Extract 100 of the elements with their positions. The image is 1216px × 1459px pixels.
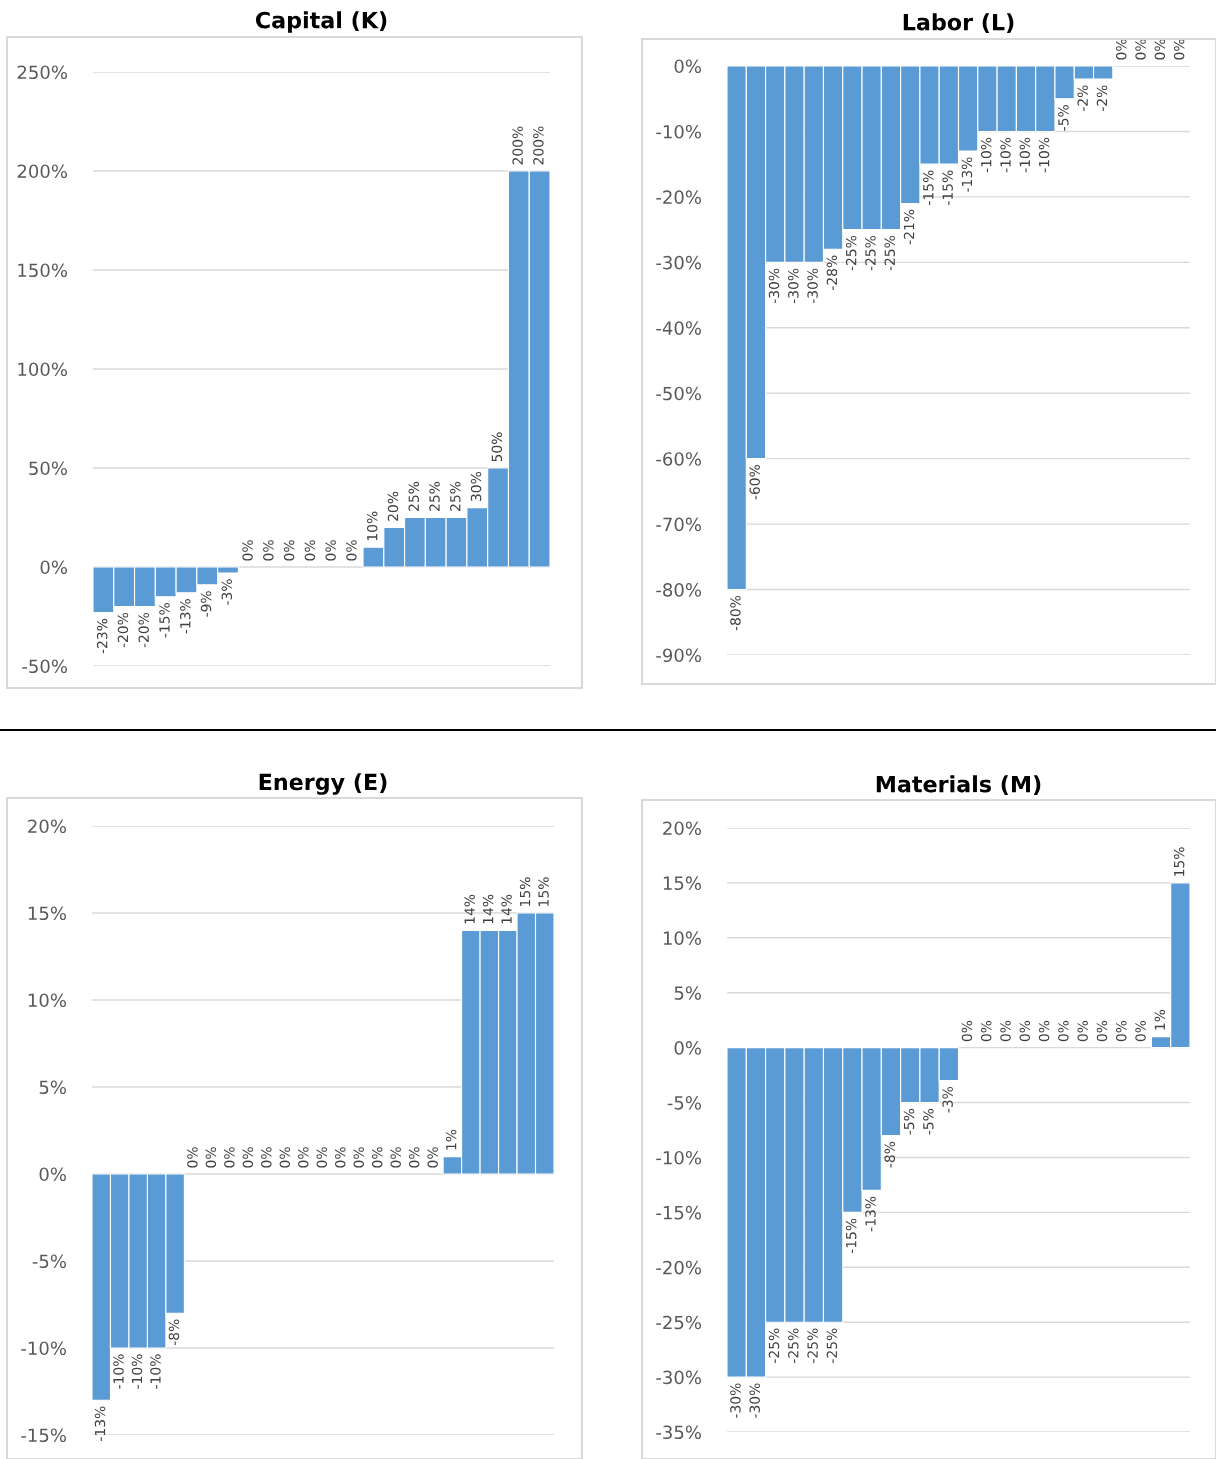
data-label: -23% bbox=[96, 618, 108, 654]
data-label: 10% bbox=[366, 511, 378, 541]
data-label: -2% bbox=[1096, 85, 1108, 112]
data-label: 0% bbox=[1116, 39, 1127, 60]
data-label: -10% bbox=[1038, 137, 1050, 173]
y-tick-label: 50% bbox=[29, 461, 67, 476]
data-label: -3% bbox=[221, 579, 233, 605]
y-tick-label: -90% bbox=[656, 648, 701, 663]
y-tick-label: 0% bbox=[39, 1167, 66, 1182]
data-label: -25% bbox=[845, 235, 857, 271]
y-tick-label: 15% bbox=[663, 876, 701, 891]
data-label: 0% bbox=[224, 1147, 235, 1168]
data-label: -13% bbox=[94, 1406, 106, 1441]
data-label: 14% bbox=[501, 894, 512, 924]
data-label: 0% bbox=[427, 1147, 438, 1168]
data-label: 0% bbox=[304, 540, 316, 561]
data-label: 0% bbox=[1096, 1020, 1108, 1042]
data-label: 0% bbox=[298, 1147, 309, 1168]
y-tick-label: -30% bbox=[656, 255, 701, 270]
data-label: -80% bbox=[730, 595, 741, 631]
data-label: -15% bbox=[159, 603, 170, 638]
y-tick-label: 10% bbox=[28, 993, 66, 1008]
data-label: 0% bbox=[1173, 39, 1185, 60]
data-label: -25% bbox=[788, 1328, 799, 1363]
data-label: 0% bbox=[242, 540, 253, 561]
data-label: 0% bbox=[283, 540, 295, 561]
y-tick-label: 5% bbox=[39, 1080, 66, 1095]
y-tick-label: -20% bbox=[656, 190, 701, 205]
data-label: -25% bbox=[884, 235, 896, 271]
y-tick-label: -5% bbox=[667, 1096, 701, 1110]
data-label: 14% bbox=[482, 894, 494, 924]
data-label: -21% bbox=[903, 209, 915, 245]
data-label: 0% bbox=[346, 540, 357, 561]
y-tick-label: 20% bbox=[28, 819, 66, 834]
data-label: 0% bbox=[1000, 1020, 1011, 1042]
y-tick-label: 20% bbox=[663, 821, 701, 836]
y-tick-label: 0% bbox=[40, 560, 67, 575]
data-label: 0% bbox=[1019, 1020, 1031, 1042]
data-label: -30% bbox=[730, 1383, 741, 1418]
data-label: 0% bbox=[316, 1147, 328, 1168]
data-label: 14% bbox=[464, 894, 475, 924]
y-tick-label: -20% bbox=[656, 1260, 701, 1275]
y-tick-label: -50% bbox=[656, 386, 701, 401]
y-tick-label: -60% bbox=[656, 452, 701, 466]
data-label: 1% bbox=[445, 1129, 457, 1150]
data-label: -5% bbox=[1058, 105, 1069, 131]
chart-title: Capital (K) bbox=[255, 11, 387, 33]
data-label: 0% bbox=[263, 540, 274, 561]
y-tick-label: 100% bbox=[18, 362, 67, 377]
data-label: -8% bbox=[884, 1141, 896, 1168]
chart-title: Energy (E) bbox=[259, 773, 387, 795]
data-label: -30% bbox=[749, 1383, 760, 1418]
data-label: 15% bbox=[1173, 847, 1185, 876]
data-label: -10% bbox=[1019, 137, 1031, 173]
data-label: -5% bbox=[903, 1108, 915, 1135]
data-label: 0% bbox=[335, 1147, 346, 1168]
data-label: -3% bbox=[942, 1086, 953, 1113]
y-tick-label: -50% bbox=[22, 659, 67, 674]
data-label: 0% bbox=[1154, 39, 1166, 60]
data-label: -13% bbox=[180, 599, 191, 634]
data-label: -15% bbox=[923, 170, 934, 205]
data-label: -25% bbox=[807, 1328, 818, 1363]
data-label: -15% bbox=[942, 170, 953, 205]
data-label: -13% bbox=[865, 1196, 876, 1232]
data-label: 50% bbox=[491, 432, 503, 462]
data-label: -30% bbox=[788, 268, 799, 304]
data-label: 0% bbox=[1077, 1020, 1088, 1042]
y-tick-label: -15% bbox=[656, 1205, 701, 1220]
data-label: 0% bbox=[279, 1147, 291, 1168]
y-tick-label: -35% bbox=[656, 1425, 701, 1440]
y-tick-label: 15% bbox=[28, 906, 66, 921]
data-label: -13% bbox=[961, 157, 973, 192]
data-label: -10% bbox=[131, 1354, 143, 1389]
data-label: 0% bbox=[205, 1147, 217, 1168]
data-label: -10% bbox=[113, 1354, 124, 1389]
y-tick-label: -10% bbox=[656, 124, 701, 139]
data-label: -25% bbox=[826, 1328, 838, 1363]
data-label: -10% bbox=[980, 137, 992, 173]
y-tick-label: -5% bbox=[32, 1254, 66, 1269]
data-label: 0% bbox=[1038, 1020, 1050, 1042]
data-label: 25% bbox=[429, 481, 440, 511]
y-tick-label: 5% bbox=[674, 986, 701, 1000]
data-label: 0% bbox=[261, 1147, 272, 1168]
data-label: -10% bbox=[150, 1354, 161, 1389]
data-label: 0% bbox=[408, 1147, 420, 1168]
data-label: 0% bbox=[371, 1147, 383, 1168]
y-tick-label: -10% bbox=[656, 1150, 701, 1165]
data-label: 0% bbox=[353, 1147, 364, 1168]
y-tick-label: -80% bbox=[656, 583, 701, 597]
data-label: 20% bbox=[387, 491, 399, 521]
data-label: 0% bbox=[961, 1020, 973, 1042]
y-tick-label: 150% bbox=[18, 263, 67, 278]
y-tick-label: -25% bbox=[656, 1315, 701, 1330]
data-label: -25% bbox=[865, 235, 876, 271]
y-tick-label: -15% bbox=[21, 1428, 66, 1443]
y-tick-label: 200% bbox=[17, 164, 67, 179]
data-label: 0% bbox=[1135, 39, 1146, 60]
data-label: 200% bbox=[533, 126, 544, 165]
y-tick-label: 10% bbox=[663, 931, 701, 945]
data-label: 30% bbox=[470, 471, 482, 501]
